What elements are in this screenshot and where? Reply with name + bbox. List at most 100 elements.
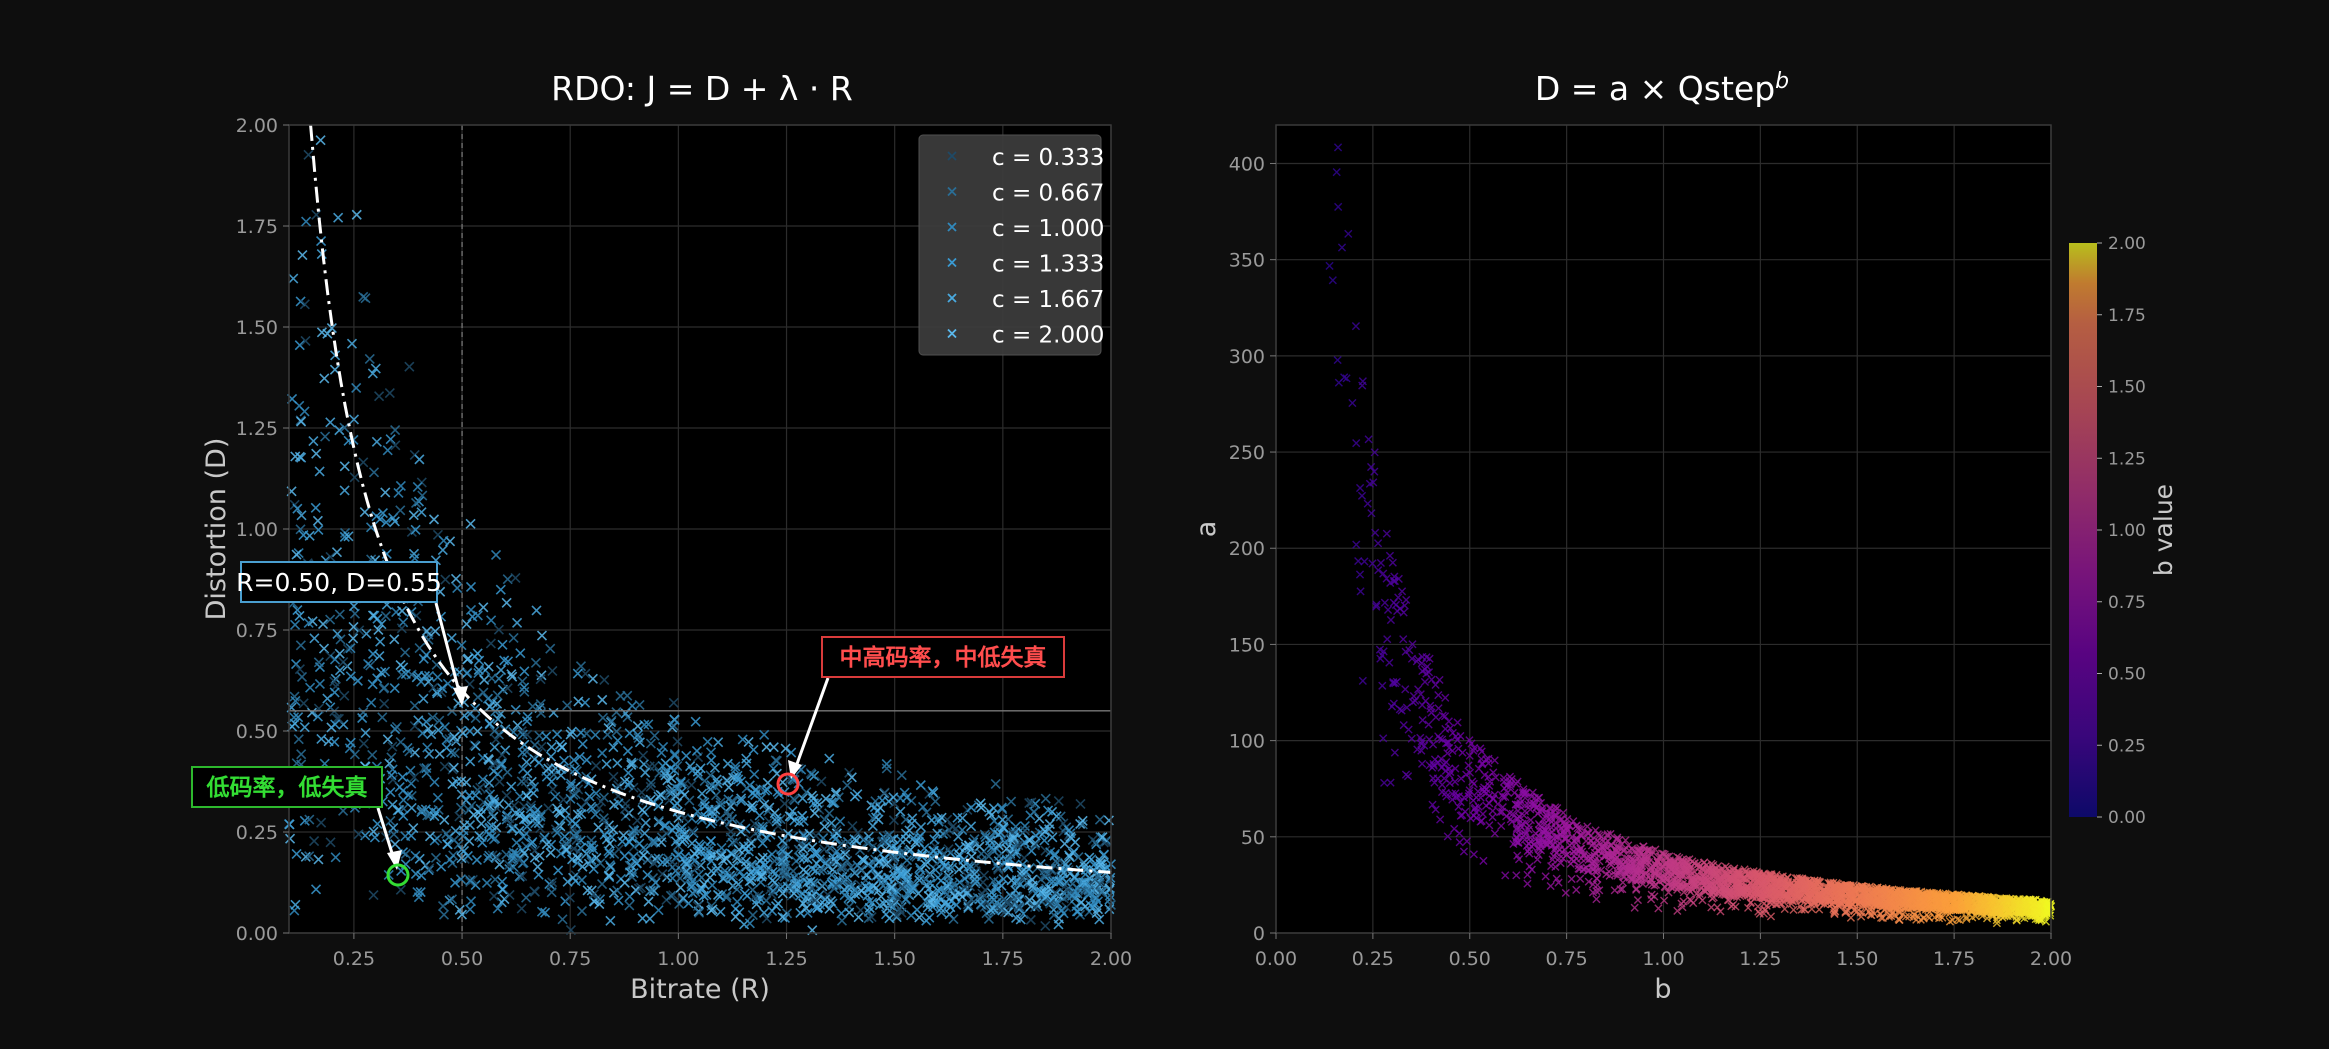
data-point [597,712,608,723]
data-point [788,866,799,877]
data-point [914,862,925,873]
annotation-text: R=0.50, D=0.55 [236,568,442,597]
data-point [379,682,390,693]
data-point [669,748,680,760]
data-point [545,847,556,858]
data-point [741,753,752,764]
data-point [379,698,390,709]
data-point [974,841,985,852]
data-point [942,814,953,825]
data-point [385,434,396,445]
data-point [795,852,806,863]
data-point [299,299,310,310]
x-tick-label: 1.00 [657,948,699,970]
data-point [598,813,609,824]
data-point [376,667,387,678]
data-point [749,818,760,829]
data-point [737,734,748,745]
data-point [296,749,307,760]
data-point [723,794,734,805]
data-point [581,848,592,859]
data-point [455,874,467,885]
data-point [371,436,382,447]
data-point [517,871,528,882]
data-point [1055,811,1066,822]
data-point [489,742,500,753]
data-point [808,798,819,809]
data-point [597,748,608,759]
y-tick-label: 0.50 [236,721,278,743]
data-point [518,801,530,812]
data-point [771,813,782,824]
data-point [904,825,915,836]
power-law-chart: D = a × Qstepb 0.00 0.25 0.50 0.75 1.00 1.25 1… [1191,69,2178,1005]
data-point [587,673,598,684]
data-point [632,815,643,826]
annotation-text: 中高码率，中低失真 [840,644,1047,671]
legend-label: c = 1.667 [992,287,1104,313]
data-point [295,416,307,427]
data-point [434,748,445,760]
data-point [400,848,411,859]
data-point [294,610,305,621]
data-point [514,871,525,882]
data-point [359,507,370,518]
y-tick-label: 0.00 [236,923,278,945]
data-point [463,653,474,664]
data-point [948,913,959,925]
data-point [290,899,301,910]
data-point [367,648,379,659]
data-point [528,781,540,792]
data-point [647,872,659,884]
data-point [1094,914,1105,925]
data-point [786,747,797,758]
data-point [601,758,612,770]
data-point [540,907,551,918]
data-point [687,826,698,837]
data-point [504,863,515,875]
data-point [811,858,822,869]
data-point [666,773,677,784]
data-point [1059,838,1070,849]
data-point [325,417,336,428]
data-point [373,624,384,636]
data-point [536,906,548,917]
y-tick-label: 1.50 [236,317,278,339]
data-point [372,818,383,829]
data-point [484,718,495,729]
data-point [747,909,758,921]
data-point [546,887,557,898]
data-point [529,739,540,751]
data-point [372,613,383,624]
data-point [734,907,745,918]
data-point [457,728,469,739]
data-point [381,517,392,528]
data-point [497,639,508,650]
data-point [771,755,782,766]
data-point [653,800,664,812]
data-point [382,445,393,456]
data-point [935,903,946,914]
data-point [409,700,420,711]
data-point [377,712,388,723]
data-point [736,793,747,804]
data-point [501,597,512,608]
data-point [645,738,656,749]
data-point [375,636,386,647]
data-point [464,835,475,847]
y-tick-label: 1.75 [236,216,278,238]
data-point [529,852,540,863]
data-point [314,466,325,477]
data-point [371,511,382,522]
data-point [953,831,964,842]
data-point [388,829,399,840]
data-point [577,861,588,872]
data-point [560,805,571,816]
data-point [611,707,622,718]
data-point [330,673,341,684]
data-point [474,830,485,842]
data-point [519,682,530,693]
data-point [966,821,977,832]
